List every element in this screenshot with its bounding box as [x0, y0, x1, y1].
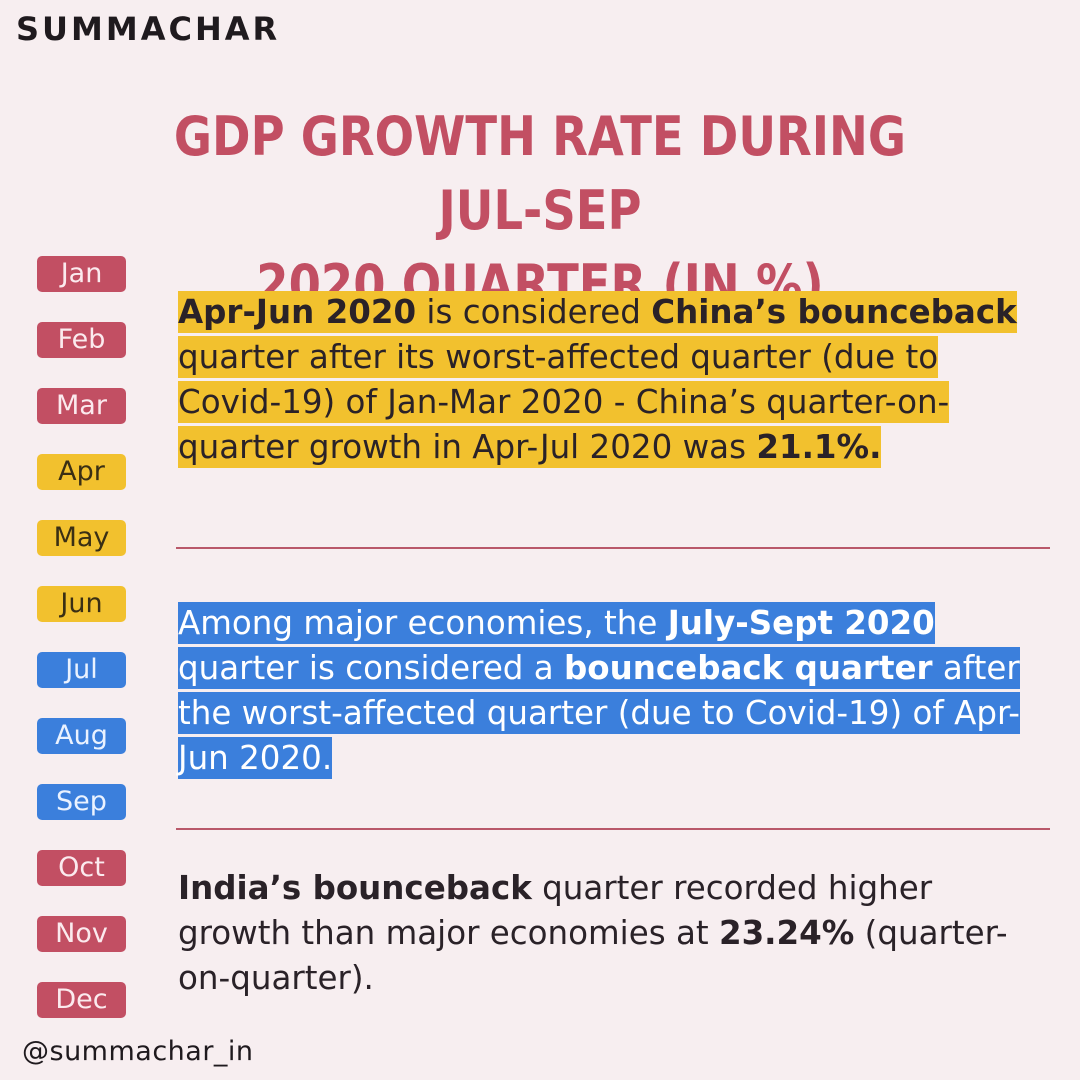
body-text: is considered [416, 293, 652, 331]
body-text: quarter is considered a [178, 649, 565, 687]
paragraph-major-economies: Among major economies, the July-Sept 202… [178, 601, 1038, 781]
month-tag-apr: Apr [37, 454, 126, 490]
month-tag-nov: Nov [37, 916, 126, 952]
month-tag-sep: Sep [37, 784, 126, 820]
bold-text: 23.24% [718, 914, 855, 952]
body-text: after the worst-affected quarter (due to… [178, 649, 1020, 777]
body-text: quarter after its worst-affected quarter… [178, 338, 950, 466]
highlight-yellow: Apr-Jun 2020 is considered China’s bounc… [178, 291, 1017, 468]
month-tag-jan: Jan [37, 256, 126, 292]
month-tag-may: May [37, 520, 126, 556]
divider [176, 828, 1050, 830]
bold-text: China’s bounceback [651, 293, 1017, 331]
divider [176, 547, 1050, 549]
body-text: Among major economies, the [178, 604, 668, 642]
bold-text: India’s bounceback [178, 869, 532, 907]
bold-text: bounceback quarter [564, 649, 933, 687]
paragraph-china: Apr-Jun 2020 is considered China’s bounc… [178, 290, 1038, 470]
month-tag-jul: Jul [37, 652, 126, 688]
paragraph-india: India’s bounceback quarter recorded high… [178, 866, 1038, 1001]
page-title-line1: GDP GROWTH RATE DURING JUL-SEP [173, 105, 907, 242]
bold-text: 21.1%. [756, 428, 882, 466]
page-title: GDP GROWTH RATE DURING JUL-SEP 2020 QUAR… [127, 100, 953, 322]
month-list: Jan Feb Mar Apr May Jun Jul Aug Sep Oct … [37, 256, 126, 1048]
month-tag-aug: Aug [37, 718, 126, 754]
social-handle: @summachar_in [22, 1036, 254, 1067]
body-text: (quarter-on-quarter). [178, 914, 1008, 997]
month-tag-feb: Feb [37, 322, 126, 358]
bold-text: July-Sept 2020 [667, 604, 935, 642]
month-tag-oct: Oct [37, 850, 126, 886]
highlight-blue: Among major economies, the July-Sept 202… [178, 602, 1020, 779]
bold-text: Apr-Jun 2020 [178, 293, 417, 331]
month-tag-mar: Mar [37, 388, 126, 424]
brand-logo: SUMMACHAR [16, 10, 281, 48]
month-tag-jun: Jun [37, 586, 126, 622]
body-text: quarter recorded higher growth than majo… [178, 869, 933, 952]
month-tag-dec: Dec [37, 982, 126, 1018]
